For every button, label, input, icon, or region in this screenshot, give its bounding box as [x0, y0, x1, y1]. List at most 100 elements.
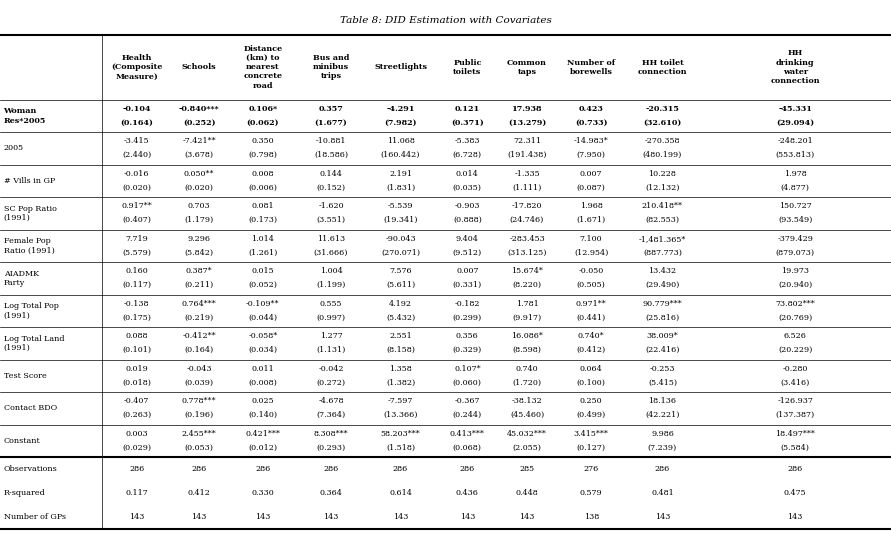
- Text: 0.703: 0.703: [188, 202, 210, 210]
- Text: (879.073): (879.073): [776, 248, 814, 256]
- Text: 0.413***: 0.413***: [450, 430, 485, 438]
- Text: (5.579): (5.579): [122, 248, 151, 256]
- Text: 276: 276: [584, 465, 599, 473]
- Text: Observations: Observations: [4, 465, 57, 473]
- Text: 0.330: 0.330: [251, 489, 274, 497]
- Text: (0.407): (0.407): [122, 216, 151, 224]
- Text: Health
(Composite
Measure): Health (Composite Measure): [111, 54, 162, 81]
- Text: (0.733): (0.733): [575, 119, 608, 127]
- Text: -38.132: -38.132: [511, 397, 543, 405]
- Text: 0.971**: 0.971**: [576, 300, 607, 308]
- Text: Log Total Pop
(1991): Log Total Pop (1991): [4, 302, 59, 319]
- Text: 143: 143: [192, 513, 207, 521]
- Text: 7.719: 7.719: [126, 235, 148, 243]
- Text: Female Pop
Ratio (1991): Female Pop Ratio (1991): [4, 237, 54, 255]
- Text: 286: 286: [655, 465, 670, 473]
- Text: (1.131): (1.131): [316, 346, 346, 354]
- Text: (0.173): (0.173): [249, 216, 277, 224]
- Text: 0.007: 0.007: [456, 268, 478, 276]
- Text: (0.100): (0.100): [576, 379, 606, 387]
- Text: -5.539: -5.539: [388, 202, 413, 210]
- Text: 0.387*: 0.387*: [186, 268, 212, 276]
- Text: (0.293): (0.293): [316, 443, 346, 451]
- Text: 15.674*: 15.674*: [511, 268, 543, 276]
- Text: (29.094): (29.094): [776, 119, 814, 127]
- Text: 0.003: 0.003: [126, 430, 148, 438]
- Text: 143: 143: [393, 513, 408, 521]
- Text: 13.432: 13.432: [649, 268, 676, 276]
- Text: (5.415): (5.415): [648, 379, 677, 387]
- Text: -0.903: -0.903: [454, 202, 480, 210]
- Text: (32.610): (32.610): [643, 119, 682, 127]
- Text: 0.475: 0.475: [784, 489, 806, 497]
- Text: (5.432): (5.432): [386, 313, 415, 321]
- Text: -0.050: -0.050: [578, 268, 604, 276]
- Text: -270.358: -270.358: [645, 137, 680, 145]
- Text: (1.677): (1.677): [315, 119, 347, 127]
- Text: 0.117: 0.117: [126, 489, 148, 497]
- Text: (8.158): (8.158): [386, 346, 415, 354]
- Text: -0.412**: -0.412**: [183, 332, 216, 340]
- Text: (313.125): (313.125): [507, 248, 547, 256]
- Text: -17.820: -17.820: [511, 202, 543, 210]
- Text: (3.551): (3.551): [316, 216, 346, 224]
- Text: R-squared: R-squared: [4, 489, 45, 497]
- Text: 0.740: 0.740: [516, 365, 538, 373]
- Text: -0.407: -0.407: [124, 397, 150, 405]
- Text: HH toilet
connection: HH toilet connection: [638, 59, 687, 76]
- Text: 0.357: 0.357: [319, 105, 343, 113]
- Text: -45.331: -45.331: [778, 105, 813, 113]
- Text: (0.020): (0.020): [184, 184, 214, 192]
- Text: (9.917): (9.917): [512, 313, 542, 321]
- Text: -1.335: -1.335: [514, 170, 540, 178]
- Text: 18.497***: 18.497***: [775, 430, 815, 438]
- Text: (0.196): (0.196): [184, 411, 214, 419]
- Text: (0.020): (0.020): [122, 184, 151, 192]
- Text: (5.584): (5.584): [781, 443, 810, 451]
- Text: Number of GPs: Number of GPs: [4, 513, 66, 521]
- Text: (24.746): (24.746): [510, 216, 544, 224]
- Text: (0.127): (0.127): [576, 443, 606, 451]
- Text: 0.778***: 0.778***: [182, 397, 217, 405]
- Text: Public
toilets: Public toilets: [454, 59, 481, 76]
- Text: (12.132): (12.132): [645, 184, 680, 192]
- Text: 0.144: 0.144: [320, 170, 342, 178]
- Text: -0.043: -0.043: [186, 365, 212, 373]
- Text: 143: 143: [788, 513, 803, 521]
- Text: 1.004: 1.004: [320, 268, 342, 276]
- Text: Streetlights: Streetlights: [374, 63, 427, 71]
- Text: (191.438): (191.438): [507, 151, 547, 159]
- Text: -0.182: -0.182: [454, 300, 480, 308]
- Text: -379.429: -379.429: [777, 235, 813, 243]
- Text: (1.671): (1.671): [576, 216, 606, 224]
- Text: 0.364: 0.364: [320, 489, 342, 497]
- Text: 0.764***: 0.764***: [182, 300, 217, 308]
- Text: -0.840***: -0.840***: [179, 105, 219, 113]
- Text: -7.597: -7.597: [388, 397, 413, 405]
- Text: (0.505): (0.505): [576, 281, 606, 289]
- Text: (0.888): (0.888): [453, 216, 482, 224]
- Text: 210.418**: 210.418**: [642, 202, 683, 210]
- Text: (25.816): (25.816): [645, 313, 680, 321]
- Text: (1.261): (1.261): [249, 248, 277, 256]
- Text: Constant: Constant: [4, 437, 40, 445]
- Text: HH
drinking
water
connection: HH drinking water connection: [771, 50, 820, 85]
- Text: 0.448: 0.448: [516, 489, 538, 497]
- Text: (0.331): (0.331): [453, 281, 482, 289]
- Text: (29.490): (29.490): [645, 281, 680, 289]
- Text: 143: 143: [129, 513, 144, 521]
- Text: -0.109**: -0.109**: [246, 300, 280, 308]
- Text: -126.937: -126.937: [777, 397, 813, 405]
- Text: (0.329): (0.329): [453, 346, 482, 354]
- Text: 0.436: 0.436: [456, 489, 478, 497]
- Text: Contact BDO: Contact BDO: [4, 404, 57, 412]
- Text: -0.138: -0.138: [124, 300, 150, 308]
- Text: (887.773): (887.773): [643, 248, 682, 256]
- Text: (553.813): (553.813): [775, 151, 815, 159]
- Text: (0.117): (0.117): [122, 281, 151, 289]
- Text: 0.412: 0.412: [188, 489, 210, 497]
- Text: 1.014: 1.014: [251, 235, 274, 243]
- Text: (0.008): (0.008): [249, 379, 277, 387]
- Text: (1.111): (1.111): [512, 184, 542, 192]
- Text: (7.364): (7.364): [316, 411, 346, 419]
